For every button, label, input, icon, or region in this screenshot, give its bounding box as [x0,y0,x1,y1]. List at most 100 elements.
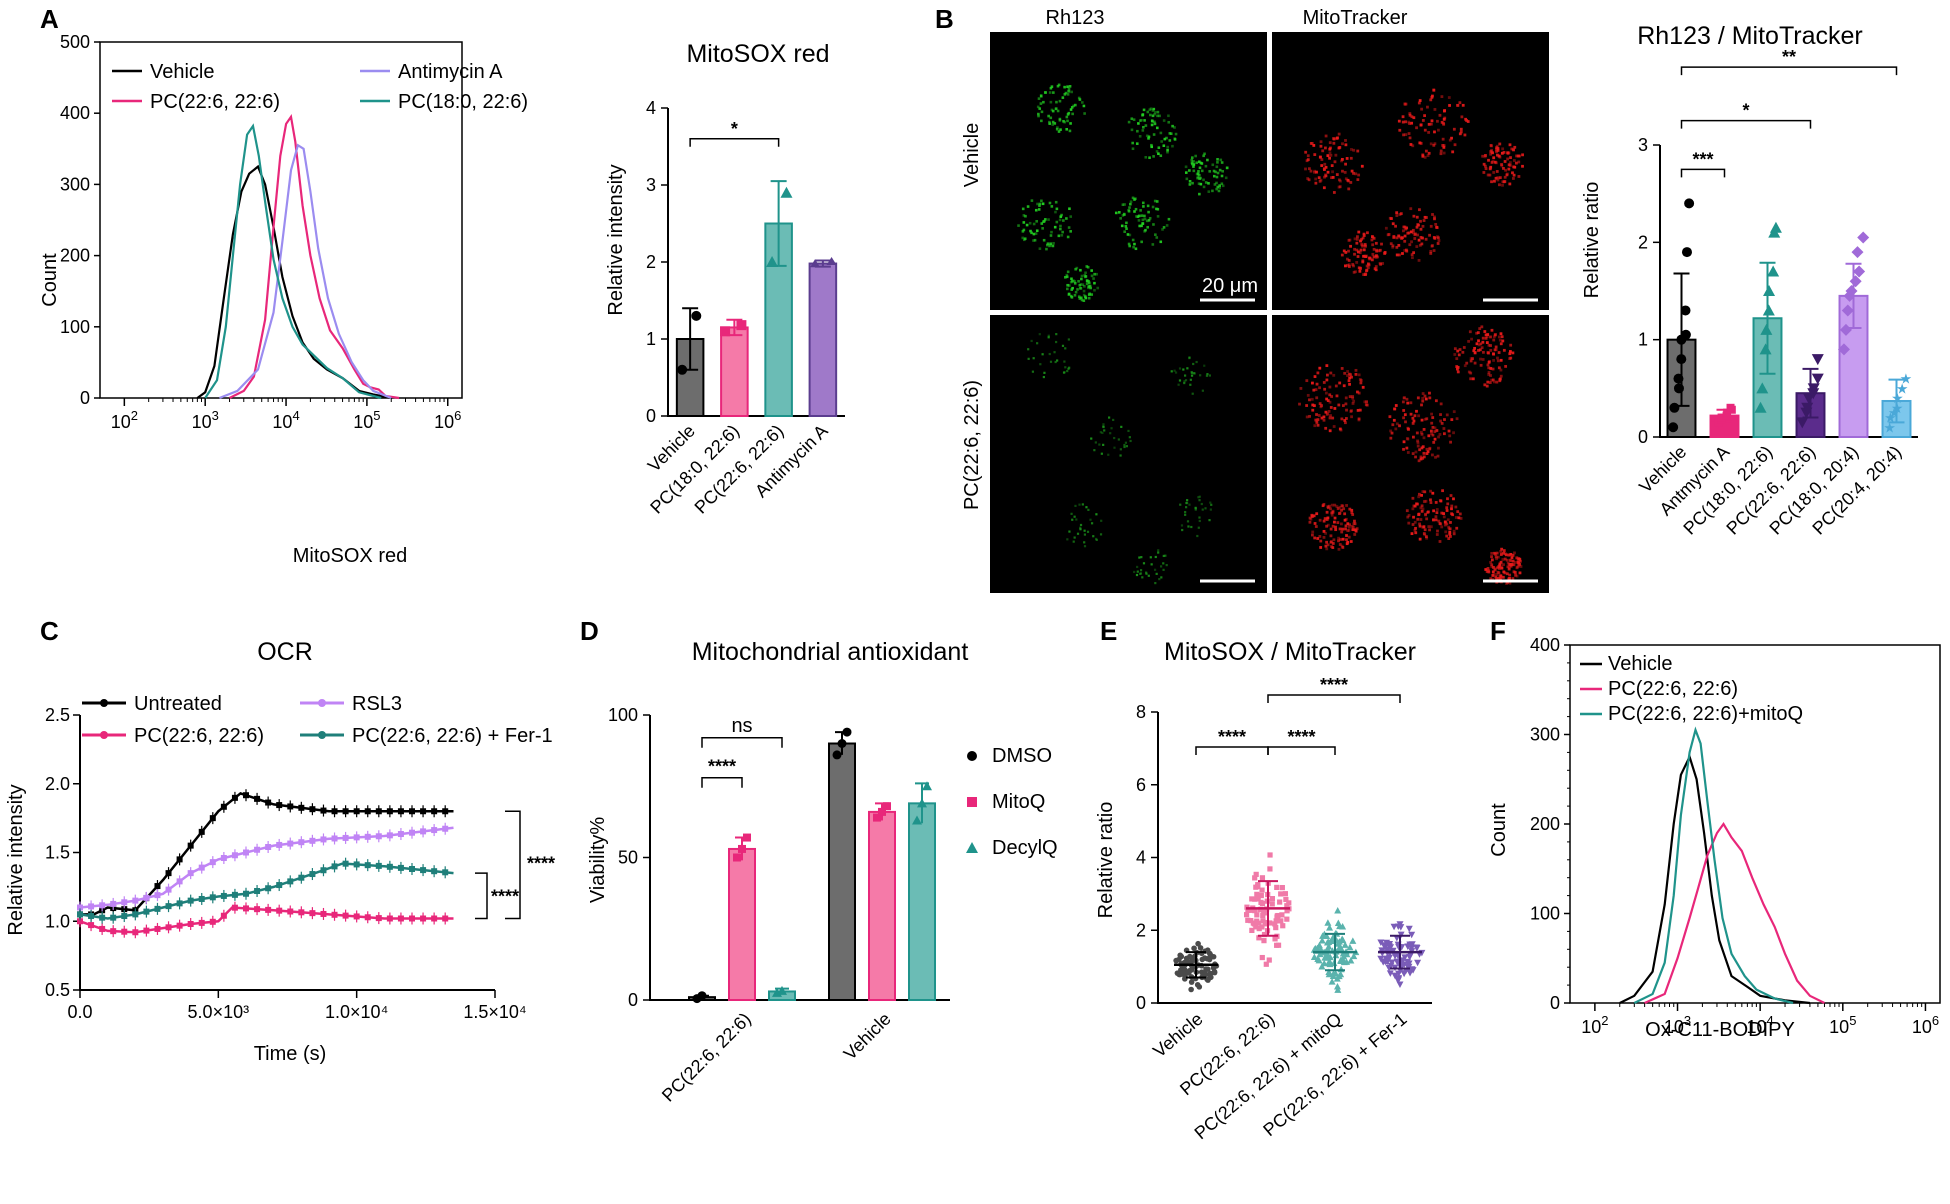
signal-dot [1320,158,1324,161]
data-point [1186,970,1192,976]
signal-dot [1442,145,1446,149]
signal-dot [1435,225,1438,229]
signal-dot [1038,333,1041,336]
data-point [110,928,117,935]
data-point [1191,945,1197,952]
signal-dot [1435,508,1439,511]
signal-dot [1428,447,1432,451]
signal-dot [1057,130,1061,133]
signal-dot [1036,202,1039,206]
data-point [826,257,837,265]
c-xlabel: Time (s) [254,1043,327,1065]
signal-dot [1220,161,1224,164]
y-tick-label: 100 [608,705,638,725]
data-point [1408,941,1416,948]
data-point [1325,968,1333,975]
signal-dot [1199,161,1203,165]
signal-dot [1418,448,1422,452]
signal-dot [1503,160,1507,163]
signal-dot [1336,521,1340,524]
signal-dot [1061,96,1065,99]
signal-dot [1489,348,1493,352]
signal-dot [1333,503,1337,507]
signal-dot [1344,264,1347,268]
signal-dot [1487,569,1490,573]
signal-dot [1516,565,1519,569]
data-point [243,849,249,856]
data-point [1681,247,1692,258]
signal-dot [1491,577,1495,581]
signal-dot [1403,239,1407,243]
signal-dot [1150,145,1154,149]
signal-dot [1352,171,1355,175]
plot-frame [99,41,463,399]
signal-dot [1404,133,1408,137]
data-point [1334,907,1342,914]
y-tick-label: 6 [1136,775,1146,795]
data-point: ★ [1891,390,1904,406]
title-mitosox-red: MitoSOX red [686,40,829,68]
signal-dot [1313,153,1317,157]
signal-dot [1095,538,1098,542]
signal-dot [1030,339,1033,343]
data-point [254,795,261,802]
signal-dot [1033,238,1037,242]
signal-dot [1221,169,1225,173]
signal-dot [1056,109,1060,113]
signal-dot [1409,207,1413,211]
signal-dot [1155,126,1159,130]
signal-dot [1517,557,1521,561]
signal-dot [1420,504,1424,508]
data-point [780,186,793,198]
data-point [121,906,128,913]
signal-dot [1438,522,1442,525]
data-point: ★ [1896,380,1909,396]
signal-dot [1452,497,1455,501]
signal-dot [1447,537,1451,540]
signal-dot [1366,231,1369,235]
signal-dot [1436,236,1440,240]
signal-dot [1348,507,1352,511]
signal-dot [1329,414,1332,417]
legend-marker [100,699,108,707]
data-point [1316,950,1324,958]
signal-dot [1085,282,1089,286]
signal-dot [1190,371,1194,374]
signal-dot [1198,519,1201,523]
signal-dot [1338,512,1341,515]
signal-dot [1191,181,1194,185]
signal-dot [1350,525,1354,528]
signal-dot [1517,564,1520,568]
signal-dot [1490,565,1494,569]
signal-dot [1049,244,1052,247]
signal-dot [1068,129,1072,133]
signal-dot [1481,358,1485,361]
signal-dot [1197,182,1201,186]
y-tick-label: 1.5 [45,843,70,863]
signal-dot [1356,178,1360,182]
signal-dot [1313,522,1317,525]
signal-dot [1165,136,1168,140]
data-point [243,890,249,897]
signal-dot [1348,382,1351,386]
signal-dot [1436,454,1440,458]
signal-dot [1496,359,1500,363]
y-tick-label: 4 [646,98,656,118]
data-point [132,911,139,918]
signal-dot [1324,544,1328,548]
signal-dot [1333,407,1337,410]
signal-dot [1432,143,1436,147]
signal-dot [1418,208,1421,212]
signal-dot [1410,253,1414,257]
signal-dot [1326,170,1330,174]
y-tick-label: 1 [1638,330,1648,350]
signal-dot [1433,108,1437,111]
a-hist-ylabel: Count [39,253,61,307]
signal-dot [1411,496,1415,500]
signal-dot [1218,168,1222,172]
data-point [386,808,393,815]
signal-dot [1406,515,1410,519]
signal-dot [1021,236,1025,240]
signal-dot [1490,180,1493,184]
data-point [375,862,382,869]
